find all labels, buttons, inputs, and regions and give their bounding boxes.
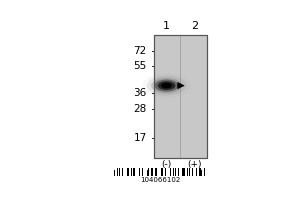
Bar	[139, 168, 140, 176]
Bar	[204, 168, 205, 176]
Bar	[165, 168, 166, 176]
Text: 2: 2	[191, 21, 198, 31]
Bar	[147, 170, 148, 176]
Text: 1: 1	[163, 21, 170, 31]
Bar	[117, 168, 119, 176]
Bar	[154, 35, 207, 158]
Bar	[162, 168, 164, 176]
Bar	[128, 168, 129, 176]
Bar	[142, 168, 143, 176]
Bar	[187, 168, 188, 176]
Bar	[175, 168, 176, 176]
Bar	[184, 168, 185, 176]
Text: (+): (+)	[187, 160, 202, 169]
Text: 36: 36	[134, 88, 147, 98]
Text: 17: 17	[134, 133, 147, 143]
Bar	[178, 168, 179, 176]
Ellipse shape	[158, 81, 176, 90]
Bar	[156, 168, 157, 176]
Bar	[131, 168, 132, 176]
Bar	[173, 168, 174, 176]
Bar	[119, 168, 120, 176]
Bar	[127, 168, 128, 176]
Bar	[154, 35, 207, 158]
Bar	[182, 168, 184, 176]
Ellipse shape	[142, 73, 191, 98]
Bar	[201, 170, 202, 176]
Bar	[196, 168, 197, 176]
Text: (-): (-)	[161, 160, 172, 169]
Bar	[134, 168, 136, 176]
Bar	[192, 168, 193, 176]
Bar	[161, 168, 162, 176]
Ellipse shape	[151, 78, 182, 93]
Ellipse shape	[161, 83, 172, 88]
Bar	[200, 168, 201, 176]
Bar	[170, 168, 171, 176]
Text: 55: 55	[134, 61, 147, 71]
Ellipse shape	[147, 76, 186, 96]
Bar	[122, 168, 123, 176]
Bar	[114, 170, 115, 176]
Text: 104066102: 104066102	[141, 177, 181, 183]
Ellipse shape	[154, 80, 179, 92]
Bar	[148, 168, 149, 176]
Text: 72: 72	[134, 46, 147, 56]
Bar	[133, 168, 134, 176]
Text: 28: 28	[134, 104, 147, 114]
Bar	[189, 168, 190, 176]
Bar	[154, 168, 156, 176]
